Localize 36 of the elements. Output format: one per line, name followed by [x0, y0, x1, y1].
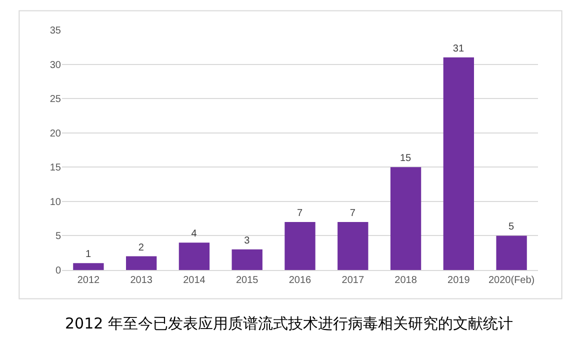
y-tick-label: 5: [55, 231, 62, 242]
data-label: 5: [508, 222, 515, 233]
bar: [443, 57, 474, 270]
data-label: 3: [244, 235, 250, 246]
x-tick-label: 2017: [342, 275, 364, 286]
x-tick-label: 2016: [288, 275, 312, 286]
x-tick-label: 2012: [77, 275, 100, 286]
x-tick-label: 2020(Feb): [488, 275, 535, 286]
data-label: 31: [452, 43, 464, 54]
data-label: 4: [191, 228, 198, 240]
bar: [496, 236, 527, 270]
y-tick-label: 35: [50, 26, 62, 36]
bar: [390, 167, 422, 270]
y-tick-label: 25: [50, 94, 62, 106]
bar: [338, 222, 368, 270]
data-label: 1: [85, 249, 92, 260]
y-tick-label: 30: [50, 60, 62, 71]
x-tick-label: 2013: [130, 275, 153, 286]
y-tick-label: 20: [50, 128, 62, 140]
x-tick-label: 2014: [183, 275, 206, 286]
data-label: 7: [297, 208, 303, 219]
data-label: 15: [400, 153, 412, 164]
y-tick-label: 0: [55, 266, 62, 276]
data-label: 7: [350, 208, 356, 219]
text: 2012 年至今已发表应用质谱流式技术进行病毒相关研究的文献统计: [65, 314, 513, 332]
bar: [232, 249, 262, 270]
y-tick-label: 10: [50, 196, 62, 208]
x-tick-label: 2019: [448, 275, 470, 286]
bar: [73, 263, 104, 270]
bar: [284, 222, 316, 270]
y-tick-label: 15: [50, 162, 62, 174]
x-tick-label: 2018: [394, 275, 418, 286]
x-tick-label: 2015: [236, 275, 259, 286]
bar: [126, 256, 157, 270]
bar: [178, 242, 210, 270]
data-label: 2: [138, 242, 144, 254]
